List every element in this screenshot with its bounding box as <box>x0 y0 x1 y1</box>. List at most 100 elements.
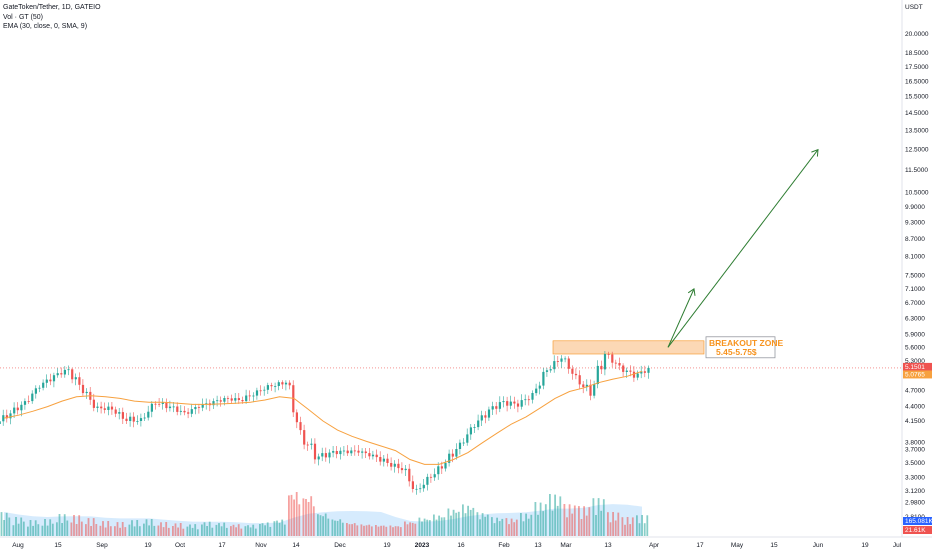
candle-body <box>411 481 414 489</box>
candle-body <box>353 450 356 452</box>
volume-bar <box>22 521 25 536</box>
price-axis[interactable]: USDT 20.0000 18.5000 17.5000 16.5000 15.5000 1… <box>905 4 929 521</box>
candle-body <box>614 362 617 364</box>
volume-bar <box>8 517 11 536</box>
volume-bar <box>276 520 278 536</box>
volume-bar <box>501 518 504 536</box>
volume-bar <box>375 525 377 536</box>
breakout-zone[interactable] <box>552 340 705 355</box>
price-tick: 3.7000 <box>905 446 925 453</box>
candle-body <box>172 406 175 408</box>
arrow-short-target-head <box>687 288 696 296</box>
time-label: 2023 <box>415 542 430 549</box>
candle-body <box>332 451 335 453</box>
volume-bar <box>469 509 472 536</box>
volume-bar <box>585 515 588 536</box>
time-label: Sep <box>96 542 108 549</box>
volume-bar <box>356 525 359 536</box>
candle-body <box>299 422 302 431</box>
candle-body <box>81 384 85 394</box>
volume-bar <box>363 525 365 536</box>
candle-body <box>622 365 625 372</box>
volume-bar <box>283 524 286 536</box>
time-label: Feb <box>498 542 510 549</box>
volume-bar <box>114 526 116 536</box>
volume-bar <box>70 522 73 536</box>
candle-body <box>437 466 440 475</box>
volume-bar <box>63 514 66 536</box>
volume-bar <box>281 519 284 536</box>
time-label: May <box>731 542 744 549</box>
candle-body <box>390 463 393 467</box>
arrow-long-target[interactable] <box>667 149 819 348</box>
breakout-label-box[interactable] <box>705 336 776 359</box>
volume-bar <box>99 525 102 536</box>
volume-bar <box>225 527 228 536</box>
candle-body <box>150 403 153 412</box>
candle-body <box>636 373 639 378</box>
price-tick: 6.7000 <box>905 300 925 307</box>
time-label: 19 <box>383 542 391 549</box>
time-axis[interactable]: Aug 15 Sep 19 Oct 17 Nov 14 Dec 19 2023 16 Feb 13 Mar 1… <box>12 542 901 549</box>
volume-bar <box>27 526 29 536</box>
candle-body <box>433 474 436 478</box>
candle-body <box>629 370 632 372</box>
volume-bar <box>244 526 247 536</box>
time-label: 15 <box>770 542 778 549</box>
volume-line[interactable]: Vol · GT (50) <box>3 13 43 21</box>
candle-body <box>139 418 143 421</box>
volume-bar <box>153 525 156 536</box>
symbol-line[interactable]: GateToken/Tether, 1D, GATEIO <box>3 4 101 11</box>
ema-tag-text: 5.0765 <box>905 371 925 378</box>
volume-bar <box>133 526 136 536</box>
time-label: 15 <box>54 542 62 549</box>
volume-bar <box>549 494 551 536</box>
candle-body <box>357 450 360 453</box>
candle-body <box>31 393 34 402</box>
candle-body <box>462 442 465 444</box>
price-tick: 20.0000 <box>905 31 929 38</box>
volume-bar <box>452 509 455 536</box>
volume-bar <box>49 519 52 536</box>
volume-bar <box>551 510 554 536</box>
volume-bar <box>491 517 493 536</box>
ema-line-legend[interactable]: EMA (30, close, 0, SMA, 9) <box>3 23 88 30</box>
candle-body <box>477 420 480 428</box>
candle-body <box>288 382 291 386</box>
volume-bar <box>167 527 170 536</box>
candle-body <box>219 400 222 402</box>
volume-bar <box>302 498 305 536</box>
candle-body <box>386 458 389 463</box>
volume-bar <box>196 529 199 536</box>
price-tick: 12.5000 <box>905 147 929 154</box>
candle-body <box>197 407 201 408</box>
candle-body <box>176 406 179 412</box>
volume-bar <box>527 518 530 536</box>
price-tick: 5.9000 <box>905 331 925 338</box>
candle-body <box>114 409 117 414</box>
candle-body <box>473 427 476 428</box>
candle-body <box>625 370 628 372</box>
volume-bar <box>237 524 240 536</box>
candle-body <box>179 410 182 412</box>
price-tick: 7.5000 <box>905 272 925 279</box>
candle-body <box>491 406 494 410</box>
candle-body <box>129 416 132 421</box>
volume-bar <box>186 526 189 536</box>
volume-bar <box>600 510 603 536</box>
arrow-short-target[interactable] <box>667 288 695 348</box>
candle-body <box>335 451 338 455</box>
volume-bar <box>191 527 194 536</box>
volume-bar <box>534 502 537 536</box>
time-label: 16 <box>457 542 465 549</box>
volume-bar <box>157 525 160 536</box>
volume-bar <box>295 492 298 536</box>
volume-bar <box>508 524 510 536</box>
volume-bar <box>617 512 620 536</box>
volume-bar <box>404 521 406 536</box>
volume-bar <box>0 512 3 536</box>
volume-bar <box>368 524 371 536</box>
candle-body <box>161 402 164 404</box>
